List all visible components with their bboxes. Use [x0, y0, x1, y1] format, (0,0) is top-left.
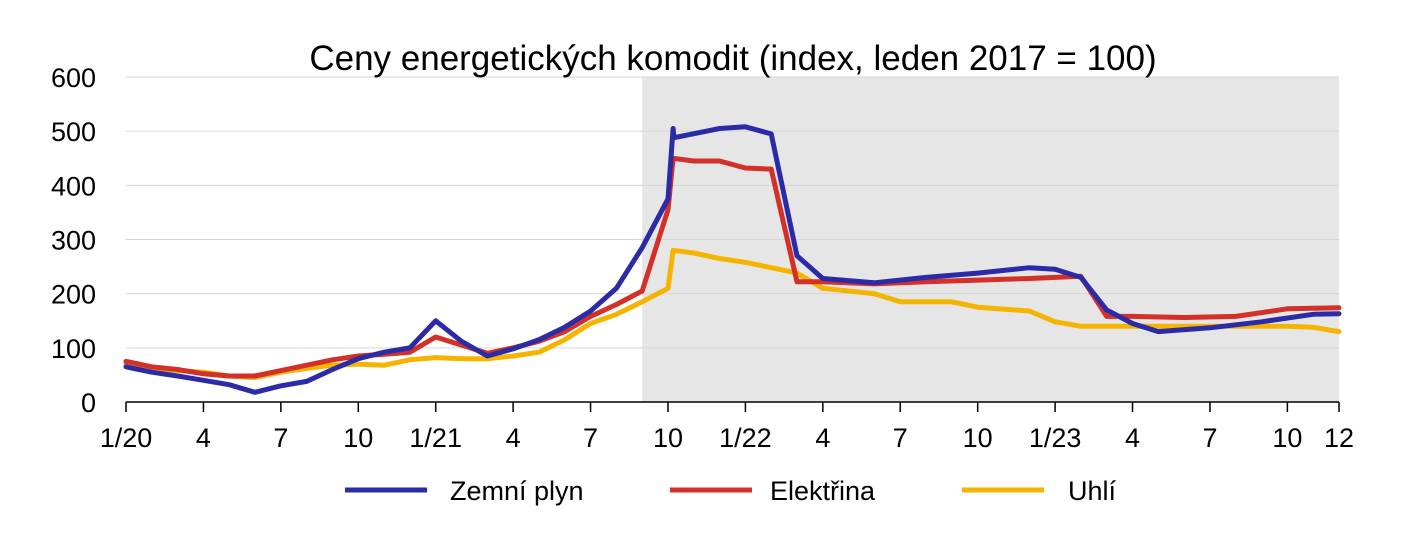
x-tick-label: 7 — [893, 423, 908, 453]
y-tick-label: 0 — [81, 388, 96, 418]
y-tick-label: 600 — [51, 63, 96, 93]
y-tick-label: 400 — [51, 171, 96, 201]
y-tick-label: 100 — [51, 334, 96, 364]
y-tick-label: 200 — [51, 280, 96, 310]
x-tick-labels: 1/20 4 7 10 1/21 4 7 10 1/22 4 7 10 1/23 4 7 10 12 — [100, 423, 1354, 453]
chart-title: Ceny energetických komodit (index, leden… — [309, 39, 1156, 78]
x-tick-label: 1/20 — [100, 423, 153, 453]
legend-label-1: Zemní plyn — [450, 476, 584, 506]
x-tick-label: 12 — [1324, 423, 1354, 453]
x-tick-label: 1/23 — [1029, 423, 1082, 453]
x-tick-label: 7 — [583, 423, 598, 453]
x-tick-label: 1/21 — [409, 423, 462, 453]
x-tick-label: 10 — [963, 423, 993, 453]
x-tick-label: 1/22 — [719, 423, 772, 453]
legend-label-3: Uhlí — [1068, 476, 1117, 506]
x-tick-label: 4 — [1125, 423, 1140, 453]
x-tick-label: 7 — [1202, 423, 1217, 453]
legend: Zemní plyn Elektřina Uhlí — [345, 476, 1117, 506]
x-tick-label: 4 — [815, 423, 830, 453]
series-line-1 — [123, 124, 1342, 395]
series-line-3 — [123, 247, 1342, 381]
x-tick-label: 4 — [196, 423, 211, 453]
x-tick-label: 10 — [653, 423, 683, 453]
x-tick-label: 7 — [273, 423, 288, 453]
y-tick-label: 300 — [51, 226, 96, 256]
x-tick-label: 4 — [506, 423, 521, 453]
x-tick-label: 10 — [1272, 423, 1302, 453]
gridlines — [126, 76, 1339, 349]
series-group — [123, 124, 1342, 395]
y-tick-label: 500 — [51, 117, 96, 147]
y-axis: 0 100 200 300 400 500 600 — [51, 63, 96, 418]
x-tick-label: 10 — [343, 423, 373, 453]
series-line-2 — [123, 155, 1342, 379]
legend-label-2: Elektřina — [770, 476, 876, 506]
x-axis — [125, 401, 1340, 412]
